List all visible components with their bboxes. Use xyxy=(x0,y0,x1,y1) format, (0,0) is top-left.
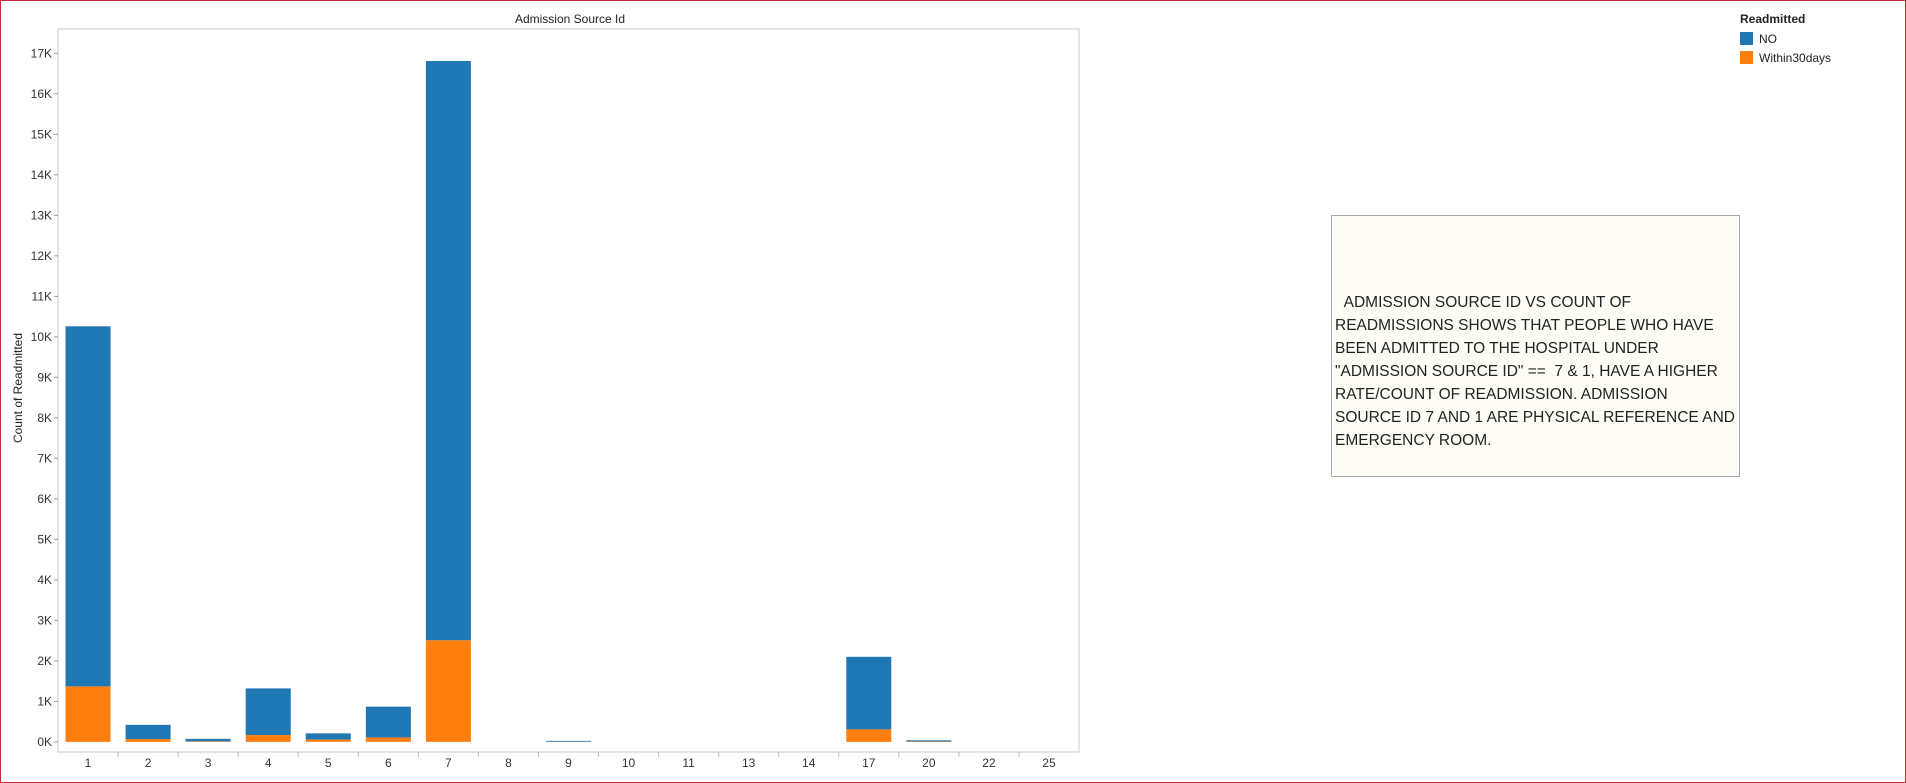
bars xyxy=(65,60,952,742)
x-tick-label: 13 xyxy=(742,756,756,770)
bar-no-1[interactable] xyxy=(65,326,111,687)
y-axis: 0K 1K 2K 3K 4K 5K 6K 7K 8K 9K 10K 11K 12K 13K 14K 15K 16… xyxy=(31,46,58,749)
y-tick-label: 1K xyxy=(37,694,52,708)
legend-item-within30days[interactable]: Within30days xyxy=(1740,48,1831,67)
annotation-text: ADMISSION SOURCE ID VS COUNT OF READMISS… xyxy=(1335,294,1740,449)
x-tick-label: 3 xyxy=(205,756,212,770)
x-tick-label: 14 xyxy=(802,756,816,770)
y-tick-label: 3K xyxy=(37,613,52,627)
x-tick-label: 9 xyxy=(565,756,572,770)
legend-swatch-no xyxy=(1740,32,1753,45)
x-tick-label: 7 xyxy=(445,756,452,770)
bar-no-2[interactable] xyxy=(125,724,171,740)
y-tick-label: 8K xyxy=(37,411,52,425)
x-tick-label: 20 xyxy=(922,756,936,770)
annotation-box: ADMISSION SOURCE ID VS COUNT OF READMISS… xyxy=(1331,215,1740,477)
y-tick-label: 13K xyxy=(31,208,52,222)
bar-within30days-5[interactable] xyxy=(305,739,351,742)
x-tick-label: 22 xyxy=(982,756,996,770)
x-tick-label: 8 xyxy=(505,756,512,770)
y-tick-label: 10K xyxy=(31,330,52,344)
bar-no-20[interactable] xyxy=(906,740,952,742)
x-tick-label: 17 xyxy=(862,756,876,770)
x-tick-label: 2 xyxy=(145,756,152,770)
y-tick-label: 5K xyxy=(37,532,52,546)
x-tick-label: 1 xyxy=(85,756,92,770)
x-tick-label: 4 xyxy=(265,756,272,770)
x-tick-label: 10 xyxy=(622,756,636,770)
bar-no-6[interactable] xyxy=(365,706,411,738)
bar-within30days-1[interactable] xyxy=(65,686,111,742)
stacked-bar-chart: Admission Source Id Count of Readmitted … xyxy=(11,12,1080,770)
y-tick-label: 14K xyxy=(31,168,52,182)
bar-within30days-2[interactable] xyxy=(125,739,171,742)
x-tick-label: 6 xyxy=(385,756,392,770)
bar-within30days-3[interactable] xyxy=(185,741,231,742)
y-tick-label: 4K xyxy=(37,573,52,587)
bar-within30days-17[interactable] xyxy=(846,729,892,742)
y-axis-label: Count of Readmitted xyxy=(11,333,25,443)
y-tick-label: 15K xyxy=(31,127,52,141)
y-tick-label: 7K xyxy=(37,451,52,465)
legend-swatch-within30days xyxy=(1740,51,1753,64)
legend: Readmitted NO Within30days xyxy=(1740,12,1831,67)
plot-area xyxy=(57,28,1080,753)
x-tick-label: 25 xyxy=(1042,756,1056,770)
legend-label-no: NO xyxy=(1759,31,1777,46)
chart-title: Admission Source Id xyxy=(515,12,625,26)
bar-no-5[interactable] xyxy=(305,733,351,740)
x-tick-label: 11 xyxy=(682,756,695,770)
bar-no-7[interactable] xyxy=(425,60,471,641)
x-tick-label: 5 xyxy=(325,756,332,770)
y-tick-label: 9K xyxy=(37,370,52,384)
bar-within30days-6[interactable] xyxy=(365,737,411,742)
y-tick-label: 0K xyxy=(37,735,52,749)
bar-no-17[interactable] xyxy=(846,656,892,730)
bar-no-3[interactable] xyxy=(185,738,231,742)
y-tick-label: 6K xyxy=(37,492,52,506)
y-tick-label: 16K xyxy=(31,87,52,101)
legend-item-no[interactable]: NO xyxy=(1740,29,1831,48)
legend-label-within30days: Within30days xyxy=(1759,50,1832,65)
bar-no-4[interactable] xyxy=(245,688,291,735)
x-axis: 1 2 3 4 5 6 7 8 9 10 11 13 14 17 20 22 25 xyxy=(85,752,1056,770)
legend-title: Readmitted xyxy=(1740,12,1806,26)
bar-within30days-7[interactable] xyxy=(425,640,471,742)
y-tick-label: 2K xyxy=(37,654,52,668)
y-tick-label: 11K xyxy=(32,289,52,303)
y-tick-label: 17K xyxy=(31,46,52,60)
y-tick-label: 12K xyxy=(31,249,52,263)
bar-within30days-4[interactable] xyxy=(245,734,291,742)
bar-no-9[interactable] xyxy=(546,740,591,742)
